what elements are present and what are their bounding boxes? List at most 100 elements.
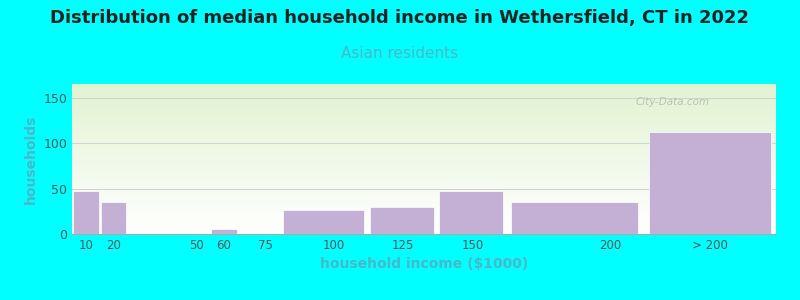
Bar — [211, 229, 237, 234]
Bar — [72, 112, 776, 113]
Bar — [72, 132, 776, 133]
Bar — [72, 134, 776, 135]
Bar — [72, 107, 776, 108]
Bar — [72, 135, 776, 136]
Bar — [72, 172, 776, 173]
Bar — [72, 189, 776, 190]
Bar — [72, 203, 776, 204]
Bar — [72, 110, 776, 111]
Bar — [72, 121, 776, 122]
Bar — [72, 176, 776, 177]
Bar — [72, 118, 776, 119]
Bar — [72, 206, 776, 207]
Bar — [72, 162, 776, 163]
Bar — [72, 120, 776, 121]
Bar — [72, 127, 776, 128]
Bar — [72, 90, 776, 91]
Bar — [72, 133, 776, 134]
Bar — [72, 168, 776, 169]
Bar — [72, 100, 776, 101]
Bar — [72, 177, 776, 178]
Bar — [72, 113, 776, 114]
Bar — [72, 211, 776, 212]
Bar — [72, 153, 776, 154]
Bar — [72, 218, 776, 219]
Bar — [72, 229, 776, 230]
Bar — [72, 184, 776, 185]
Bar — [72, 217, 776, 218]
Bar — [72, 160, 776, 161]
Bar — [72, 105, 776, 106]
Bar — [72, 159, 776, 160]
Bar — [72, 160, 776, 161]
Bar — [72, 144, 776, 145]
Bar — [72, 116, 776, 117]
Bar — [511, 202, 638, 234]
Bar — [72, 169, 776, 170]
Bar — [72, 87, 776, 88]
Bar — [72, 157, 776, 158]
Bar — [72, 232, 776, 233]
Bar — [72, 106, 776, 107]
Bar — [72, 119, 776, 120]
Bar — [72, 175, 776, 176]
Bar — [72, 163, 776, 164]
Bar — [72, 138, 776, 139]
Bar — [72, 115, 776, 116]
Bar — [72, 85, 776, 86]
Bar — [72, 182, 776, 183]
Bar — [72, 141, 776, 142]
Bar — [72, 225, 776, 226]
Bar — [72, 126, 776, 127]
Bar — [72, 178, 776, 179]
Bar — [72, 161, 776, 162]
Bar — [72, 179, 776, 180]
Bar — [72, 199, 776, 200]
Bar — [72, 231, 776, 232]
Bar — [72, 223, 776, 224]
Bar — [72, 198, 776, 199]
Bar — [72, 129, 776, 130]
Bar — [72, 147, 776, 148]
Bar — [72, 151, 776, 152]
Bar — [72, 146, 776, 147]
Bar — [72, 233, 776, 234]
Bar — [72, 201, 776, 202]
Bar — [72, 167, 776, 168]
Bar — [72, 170, 776, 171]
Bar — [72, 171, 776, 172]
Bar — [72, 188, 776, 189]
Bar — [72, 185, 776, 186]
Bar — [72, 131, 776, 132]
Bar — [72, 104, 776, 105]
Bar — [72, 125, 776, 126]
Bar — [72, 85, 776, 86]
Bar — [72, 197, 776, 198]
Bar — [72, 100, 776, 101]
Bar — [72, 152, 776, 153]
Bar — [72, 95, 776, 96]
Bar — [72, 169, 776, 170]
Bar — [72, 221, 776, 222]
Bar — [72, 88, 776, 89]
Bar — [72, 142, 776, 143]
Bar — [72, 150, 776, 151]
Bar — [72, 219, 776, 220]
Bar — [72, 166, 776, 167]
Bar — [72, 91, 776, 92]
Bar — [72, 165, 776, 166]
Bar — [72, 212, 776, 213]
Bar — [72, 196, 776, 197]
Bar — [72, 205, 776, 206]
Bar — [72, 187, 776, 188]
Bar — [72, 96, 776, 97]
Bar — [72, 140, 776, 141]
Bar — [72, 190, 776, 191]
Bar — [72, 137, 776, 138]
Bar — [72, 97, 776, 98]
Bar — [72, 148, 776, 149]
Bar — [72, 94, 776, 95]
Bar — [72, 215, 776, 216]
Text: Distribution of median household income in Wethersfield, CT in 2022: Distribution of median household income … — [50, 9, 750, 27]
Bar — [370, 207, 434, 234]
